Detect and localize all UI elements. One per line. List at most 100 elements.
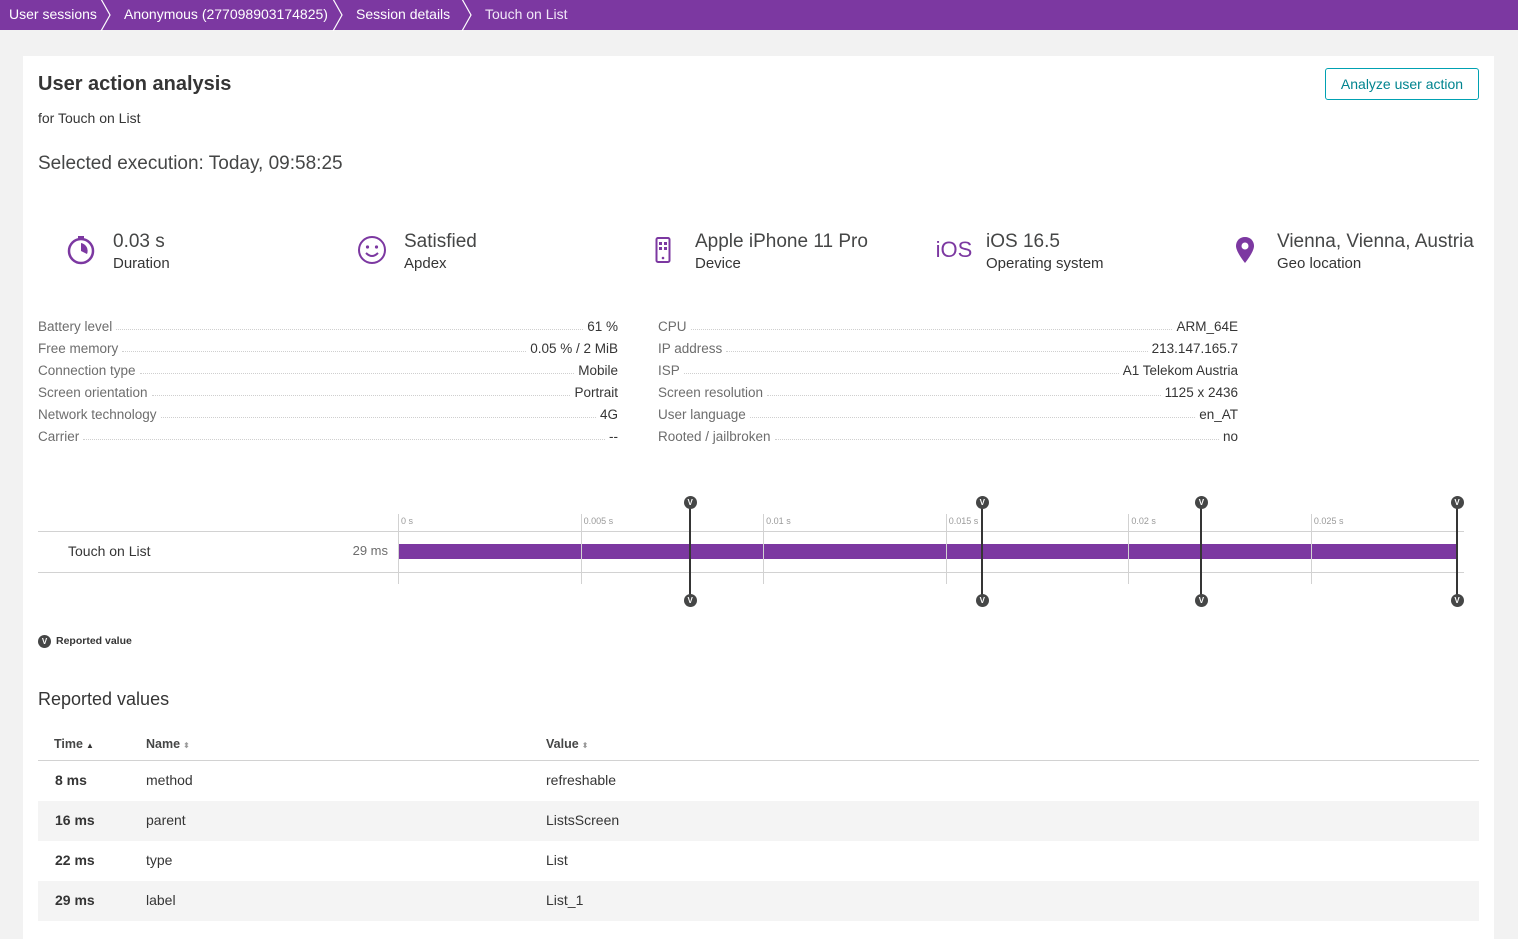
property-row: User language en_AT — [658, 400, 1238, 422]
kpi-device: Apple iPhone 11 Pro Device — [643, 230, 913, 280]
reported-value-marker-icon[interactable]: V — [975, 496, 989, 509]
property-row: Free memory 0.05 % / 2 MiB — [38, 334, 618, 356]
kpi-duration: 0.03 s Duration — [61, 230, 321, 280]
property-value: 4G — [599, 407, 618, 422]
reported-value-marker-icon[interactable]: V — [975, 594, 989, 607]
property-key: Connection type — [38, 363, 136, 378]
reported-values-title: Reported values — [38, 689, 170, 709]
page-subtitle: for Touch on List — [38, 110, 141, 126]
timeline-tick-label: 0.025 s — [1313, 516, 1344, 526]
property-value: -- — [609, 429, 618, 444]
breadcrumb-session-details[interactable]: Session details — [356, 6, 451, 22]
timeline-action-name[interactable]: Touch on List — [68, 543, 151, 559]
timeline-duration: 29 ms — [352, 543, 388, 558]
sort-icon: ⬍ — [581, 741, 589, 750]
timeline-tick-label: 0.02 s — [1131, 516, 1156, 526]
analyze-user-action-button[interactable]: Analyze user action — [1325, 68, 1479, 100]
breadcrumb-separator-icon — [332, 0, 343, 31]
property-key: Rooted / jailbroken — [658, 429, 771, 444]
kpi-apdex: Satisfied Apdex — [352, 230, 612, 280]
property-row: Rooted / jailbroken no — [658, 422, 1238, 444]
reported-value-marker-line — [981, 508, 984, 598]
table-row[interactable]: 29 ms label List_1 — [38, 881, 1479, 921]
timeline-tick-label: 0 s — [401, 516, 414, 526]
table-row[interactable]: 22 ms type List — [38, 841, 1479, 881]
cell-name: parent — [146, 812, 186, 828]
reported-value-marker-icon: V — [38, 634, 51, 648]
property-row: Battery level 61 % — [38, 312, 618, 334]
mobile-device-icon — [643, 230, 683, 270]
timeline-action-bar[interactable] — [398, 544, 1457, 559]
reported-value-marker-icon[interactable]: V — [1194, 496, 1208, 509]
property-value: Portrait — [574, 385, 618, 400]
property-key: Screen resolution — [658, 385, 764, 400]
kpi-label: Geo location — [1277, 255, 1362, 272]
legend-label: Reported value — [56, 635, 132, 647]
property-key: Network technology — [38, 407, 157, 422]
timer-icon — [61, 230, 101, 270]
property-key: User language — [658, 407, 746, 422]
kpi-label: Operating system — [986, 255, 1104, 272]
column-header-name[interactable]: Name ⬍ — [146, 737, 190, 751]
property-row: Screen resolution 1125 x 2436 — [658, 378, 1238, 400]
user-action-card: User action analysis for Touch on List A… — [23, 56, 1494, 939]
selected-execution: Selected execution: Today, 09:58:25 — [38, 153, 343, 174]
cell-time: 29 ms — [55, 892, 95, 908]
kpi-label: Device — [695, 255, 741, 272]
kpi-operating-system: iOS iOS 16.5 Operating system — [934, 230, 1204, 280]
cell-name: type — [146, 852, 173, 868]
cell-name: method — [146, 772, 193, 788]
column-header-value[interactable]: Value ⬍ — [546, 737, 589, 751]
property-key: ISP — [658, 363, 680, 378]
property-value: no — [1222, 429, 1238, 444]
reported-values-table: Time ▲ Name ⬍ Value ⬍ 8 ms method refreshab… — [38, 729, 1479, 921]
column-header-time[interactable]: Time ▲ — [54, 737, 94, 751]
reported-value-marker-icon[interactable]: V — [1450, 594, 1464, 607]
reported-value-marker-icon[interactable]: V — [683, 496, 697, 509]
timeline-tick — [945, 514, 947, 584]
timeline-tick-label: 0.015 s — [948, 516, 979, 526]
property-row: IP address 213.147.165.7 — [658, 334, 1238, 356]
cell-time: 22 ms — [55, 852, 95, 868]
property-row: CPU ARM_64E — [658, 312, 1238, 334]
device-properties-left: Battery level 61 % Free memory 0.05 % / 2 … — [38, 312, 618, 444]
property-row: Carrier -- — [38, 422, 618, 444]
cell-value: ListsScreen — [546, 812, 620, 828]
breadcrumb-anonymous-user[interactable]: Anonymous (277098903174825) — [124, 6, 328, 22]
timeline-legend: V Reported value — [38, 634, 132, 648]
timeline-tick — [763, 514, 765, 584]
kpi-label: Apdex — [404, 255, 447, 272]
kpi-value: Satisfied — [404, 231, 477, 252]
timeline-tick — [398, 514, 399, 584]
timeline-tick — [1128, 514, 1130, 584]
cell-time: 8 ms — [55, 772, 87, 788]
property-key: Carrier — [38, 429, 80, 444]
property-row: Connection type Mobile — [38, 356, 618, 378]
reported-value-marker-icon[interactable]: V — [1194, 594, 1208, 607]
table-row[interactable]: 8 ms method refreshable — [38, 761, 1479, 801]
property-value: A1 Telekom Austria — [1122, 363, 1238, 378]
property-key: IP address — [658, 341, 723, 356]
breadcrumb: User sessions Anonymous (277098903174825… — [0, 0, 1518, 31]
kpi-value: iOS 16.5 — [986, 231, 1060, 252]
property-value: 213.147.165.7 — [1151, 341, 1238, 356]
property-value: 61 % — [587, 319, 618, 334]
timeline-tick — [580, 514, 582, 584]
property-key: Free memory — [38, 341, 119, 356]
table-row[interactable]: 16 ms parent ListsScreen — [38, 801, 1479, 841]
page-title: User action analysis — [38, 73, 232, 95]
breadcrumb-current-action: Touch on List — [485, 6, 568, 22]
kpi-geo-location: Vienna, Vienna, Austria Geo location — [1225, 230, 1490, 280]
ios-icon: iOS — [935, 237, 973, 262]
timeline-tick-label: 0.01 s — [766, 516, 791, 526]
reported-value-marker-icon[interactable]: V — [683, 594, 697, 607]
property-value: en_AT — [1199, 407, 1238, 422]
property-key: Battery level — [38, 319, 113, 334]
property-key: CPU — [658, 319, 687, 334]
sort-ascending-icon: ▲ — [85, 741, 94, 750]
property-value: Mobile — [578, 363, 618, 378]
breadcrumb-user-sessions[interactable]: User sessions — [9, 6, 97, 22]
reported-value-marker-icon[interactable]: V — [1450, 496, 1464, 509]
timeline-divider — [38, 531, 1464, 532]
breadcrumb-separator-icon — [100, 0, 111, 31]
